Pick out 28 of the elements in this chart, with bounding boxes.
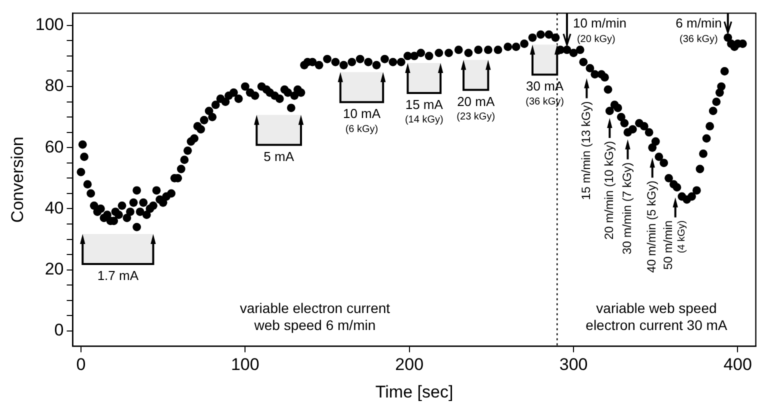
y-axis-title: Conversion: [8, 136, 27, 223]
annotation: 10 m/min (20 kGy): [572, 15, 626, 45]
x-tick-label: 200: [395, 355, 424, 374]
y-tick-label: 80: [44, 76, 64, 96]
x-tick-label: 100: [230, 355, 260, 374]
y-tick-label: 100: [35, 15, 64, 34]
band-label: 1.7 mA: [97, 268, 139, 284]
band-label: 10 mA (6 kGy): [342, 106, 381, 135]
y-tick-label: 60: [44, 137, 64, 156]
annotation: 50 m/min (4 kGy): [661, 220, 688, 270]
annotation: 40 m/min (5 kGy): [644, 180, 659, 273]
annotation: 15 m/min (13 kGy): [578, 101, 593, 200]
x-tick-label: 300: [559, 355, 588, 374]
annotation: variable electron current web speed 6 m/min: [240, 300, 390, 334]
y-tick-label: 40: [44, 198, 64, 218]
annotation: 6 m/min (36 kGy): [676, 15, 722, 45]
band-label: 5 mA: [264, 148, 294, 164]
annotation: 20 m/min (10 kGy): [602, 140, 616, 240]
band-label: 30 mA (36 kGy): [526, 78, 564, 108]
x-tick-label: 400: [724, 355, 752, 374]
y-tick-label: 0: [54, 320, 64, 340]
y-tick-label: 20: [44, 260, 64, 279]
band-label: 15 mA (14 kGy): [404, 97, 444, 126]
annotation: variable web speed electron current 30 mA: [586, 300, 728, 334]
x-axis-title: Time [sec]: [375, 382, 454, 402]
annotation: 30 m/min (7 kGy): [620, 162, 634, 254]
x-tick-label: 0: [76, 355, 86, 374]
band-label: 20 mA (23 kGy): [456, 94, 496, 123]
